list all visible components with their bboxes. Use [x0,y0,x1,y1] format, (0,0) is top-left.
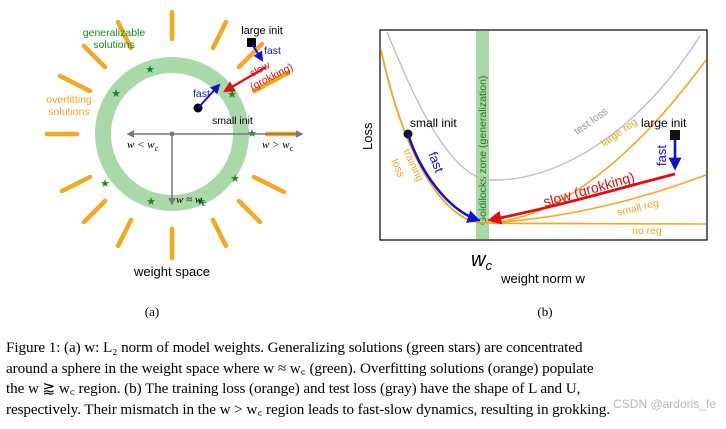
generalizable-label-1: generalizable [83,27,146,39]
fast-label-right: fast [654,145,669,166]
generalizable-label-2: solutions [93,39,134,51]
fast-label-left: fast [425,150,447,175]
fast-arrow-left [406,133,481,223]
overfitting-label-1: overfitting [46,94,92,106]
star-4: ★ [100,178,110,190]
star-3: ★ [227,89,237,101]
figure-caption: Figure 1: (a) w: L₂ norm of model weight… [6,338,722,420]
plot-frame [379,29,708,241]
overfitting-label-2: solutions [48,106,89,118]
slow-arrow-b [487,172,676,225]
wc-tick-label: wc [471,249,492,273]
large-init-label-b: large init [641,116,687,130]
overfitting-spokes [44,9,300,261]
y-axis-label: Loss [360,122,375,150]
star-6: ★ [196,196,206,208]
panel-a: ★ ★ ★ ★ ★ ★ ★ ★ generalizable solutions … [44,9,304,319]
small-reg-label: small reg [616,197,660,219]
caption-line-3: the w ⪆ w꜀ region. (b) The training loss… [6,380,581,397]
fast-arrow-large [251,43,264,62]
star-1: ★ [145,64,155,76]
watermark: CSDN @ardoris_fe [613,397,716,411]
w-approx-label: w ≈ wc [176,194,206,208]
small-init-label-b: small init [410,116,457,130]
test-loss-label: test loss [572,106,610,138]
w-less-label: w < wc [127,139,159,153]
subfigure-a-label: (a) [145,304,159,319]
goldilocks-label: Goldilocks zone (generalization) [477,76,489,225]
star-5: ★ [146,196,156,208]
w-greater-label: w > wc [262,139,294,153]
star-7: ★ [230,173,240,185]
weight-axes [126,130,304,206]
slow-arrow [223,66,267,93]
test-loss-curve [386,31,701,181]
x-axis-label: weight norm w [500,271,585,286]
large-init-label: large init [241,25,283,37]
fast-arrow-small [197,83,221,109]
caption-line-4: respectively. Their mismatch in the w > … [6,400,610,418]
fast-label-top: fast [264,45,281,57]
goldilocks-zone [476,31,489,239]
weight-space-label: weight space [133,264,210,279]
subfigure-b-label: (b) [537,304,552,319]
fast-label-small: fast [193,88,210,100]
small-init-label: small init [212,115,253,127]
no-reg-label: no reg [632,225,662,237]
large-init-point-b [670,130,680,140]
caption-line-2: around a sphere in the weight space wher… [6,359,594,377]
large-init-point [247,38,256,47]
caption-line-1: Figure 1: (a) w: L₂ norm of model weight… [6,339,583,356]
star-2: ★ [111,88,121,100]
panel-b: Goldilocks zone (generalization) Loss sm… [360,29,708,319]
